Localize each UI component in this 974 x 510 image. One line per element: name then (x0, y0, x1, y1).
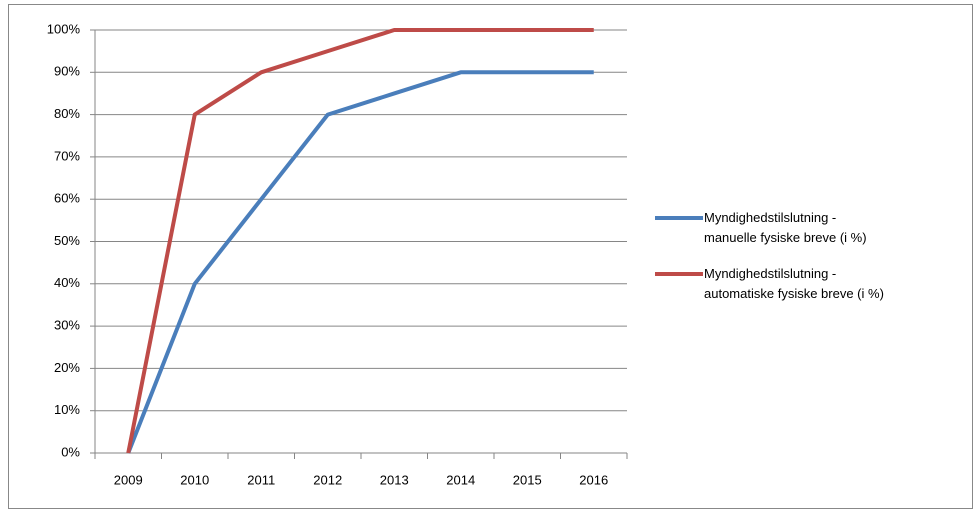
y-tick-label: 30% (54, 318, 80, 333)
x-tick-label: 2016 (579, 472, 608, 487)
y-tick-label: 90% (54, 64, 80, 79)
x-tick-label: 2009 (114, 472, 143, 487)
y-tick-label: 50% (54, 233, 80, 248)
y-tick-label: 100% (47, 21, 81, 36)
legend-label: Myndighedstilslutning - manuelle fysiske… (704, 210, 867, 245)
series-line (126, 28, 594, 454)
x-tick-label: 2013 (380, 472, 409, 487)
chart-border (8, 4, 973, 509)
series-line (126, 70, 594, 454)
y-tick-label: 0% (61, 444, 80, 459)
x-tick-label: 2015 (513, 472, 542, 487)
y-tick-label: 20% (54, 360, 80, 375)
y-tick-label: 40% (54, 275, 80, 290)
y-tick-label: 10% (54, 402, 80, 417)
y-tick-label: 60% (54, 191, 80, 206)
legend-label: Myndighedstilslutning - automatiske fysi… (704, 266, 884, 301)
y-tick-label: 70% (54, 148, 80, 163)
y-tick-label: 80% (54, 106, 80, 121)
x-tick-label: 2014 (446, 472, 475, 487)
x-tick-label: 2010 (180, 472, 209, 487)
x-tick-label: 2011 (247, 472, 275, 487)
x-tick-label: 2012 (313, 472, 342, 487)
